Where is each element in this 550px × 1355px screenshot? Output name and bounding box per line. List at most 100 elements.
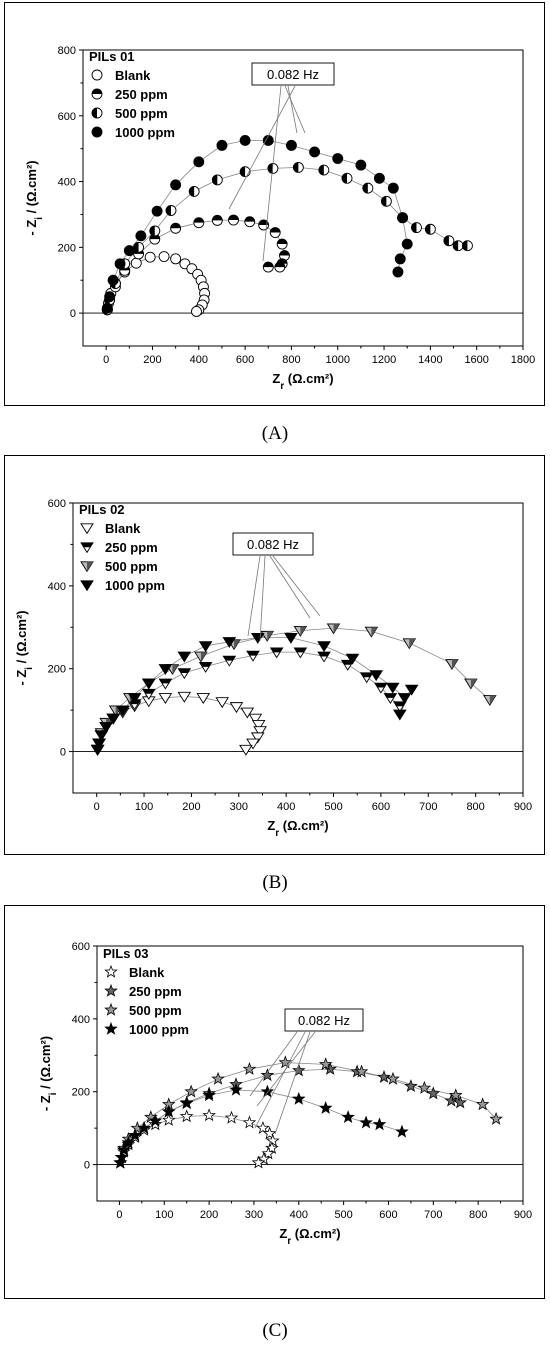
data-point (224, 1110, 239, 1124)
data-point (198, 641, 213, 653)
data-point-fill (267, 163, 273, 174)
x-tick-label: 800 (469, 1209, 487, 1221)
data-point (80, 580, 94, 592)
x-tick-label: 700 (424, 1209, 442, 1221)
x-tick-label: 0 (94, 801, 100, 813)
data-point (229, 702, 244, 714)
data-point (202, 1088, 216, 1102)
data-point (244, 216, 256, 228)
data-point (395, 1124, 409, 1138)
data-point (426, 1086, 441, 1100)
data-point-fill (159, 679, 172, 684)
data-point (228, 214, 239, 226)
data-point (177, 651, 192, 663)
y-tick-label: 200 (58, 242, 76, 254)
y-tick-label: 400 (58, 177, 76, 189)
data-point (341, 172, 353, 184)
legend-title: PILs 03 (103, 946, 149, 961)
data-point (393, 701, 407, 713)
x-tick-label: 600 (379, 1209, 397, 1221)
x-tick-label: 300 (245, 1209, 263, 1221)
data-point (158, 693, 173, 704)
data-point (317, 651, 331, 663)
data-point (404, 1079, 418, 1093)
legend-label: 250 ppm (115, 87, 168, 102)
data-point-fill (411, 222, 417, 233)
x-axis-label: Zr (Ω.cm²) (279, 1226, 340, 1247)
y-tick-label: 600 (48, 498, 66, 510)
x-tick-label: 700 (419, 801, 437, 813)
data-point (148, 1117, 163, 1131)
data-point (443, 235, 455, 247)
data-point-fill (374, 683, 387, 688)
data-point-fill (223, 656, 236, 661)
data-point (179, 1109, 194, 1123)
data-point (265, 1141, 279, 1154)
legend-label: Blank (129, 965, 165, 980)
data-point (165, 205, 177, 216)
series-0 (113, 1108, 280, 1169)
annotation-arrow (254, 1031, 306, 1129)
data-point (276, 238, 288, 250)
annotation-arrow (247, 555, 261, 637)
data-point (184, 1084, 198, 1098)
data-point-fill (142, 689, 155, 694)
data-point (177, 668, 192, 680)
data-point (293, 647, 308, 659)
data-point (453, 1095, 468, 1109)
data-point (317, 641, 331, 653)
x-tick-label: 400 (277, 801, 295, 813)
data-point (417, 1080, 432, 1094)
data-point (397, 212, 409, 224)
y-tick-label: 0 (84, 1160, 90, 1172)
data-point (211, 174, 223, 186)
data-point-fill (270, 647, 283, 653)
data-point (170, 179, 182, 191)
data-point-fill (263, 262, 274, 268)
data-point-fill (300, 626, 307, 636)
data-point (394, 253, 406, 265)
data-point (318, 1057, 333, 1071)
fit-line (106, 166, 468, 310)
data-point-fill (189, 186, 195, 197)
data-point (445, 659, 459, 670)
y-tick-label: 600 (72, 941, 90, 953)
annotation-arrow (249, 1031, 298, 1097)
annotation-label: 0.082 Hz (298, 1013, 350, 1028)
data-point (293, 625, 308, 637)
data-point (194, 651, 208, 663)
data-point (345, 653, 360, 665)
x-tick-label: 0 (103, 354, 109, 366)
data-point-fill (92, 108, 97, 118)
data-point (291, 1063, 306, 1077)
data-point-fill (333, 623, 340, 634)
data-point-fill (106, 718, 113, 728)
data-point (239, 134, 251, 146)
data-point-fill (279, 250, 290, 256)
caption-a: (A) (261, 423, 289, 444)
data-point (248, 713, 263, 725)
data-point-fill (425, 224, 431, 235)
fit-line (119, 1062, 497, 1163)
data-point-fill (362, 183, 368, 194)
x-tick-label: 200 (143, 354, 161, 366)
data-point (318, 164, 330, 176)
data-point (452, 240, 464, 252)
data-point-fill (258, 219, 269, 225)
data-point (222, 655, 237, 667)
y-tick-label: 600 (58, 111, 76, 123)
data-point (251, 719, 266, 731)
annotation-label: 0.082 Hz (267, 67, 319, 82)
data-point (202, 1108, 216, 1122)
data-point-fill (240, 166, 246, 177)
data-point (121, 1135, 136, 1149)
data-point (318, 1100, 333, 1114)
x-tick-label: 800 (282, 354, 300, 366)
data-point (188, 185, 200, 197)
data-point (386, 1071, 400, 1085)
data-point-fill (199, 662, 212, 667)
data-point (104, 964, 118, 978)
data-point (193, 217, 205, 229)
data-point (393, 709, 407, 721)
data-point (373, 172, 385, 184)
